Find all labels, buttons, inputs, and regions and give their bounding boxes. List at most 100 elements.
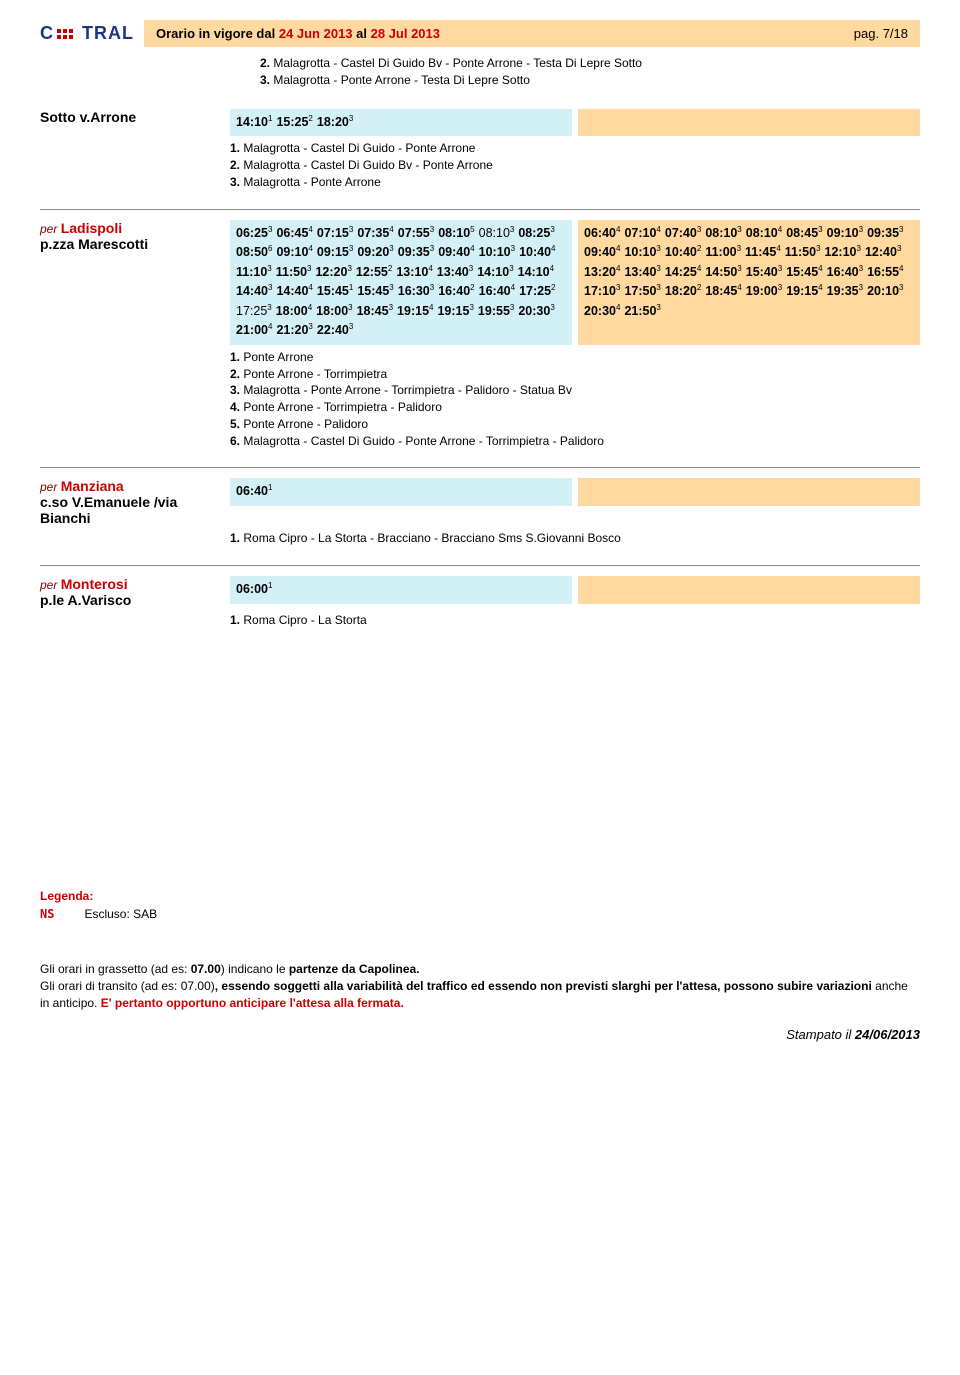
time-entry: 15:454 (786, 263, 822, 283)
time-entry: 06:454 (276, 224, 312, 244)
time-entry: 08:105 (438, 224, 474, 244)
note-line: 2. Malagrotta - Castel Di Guido Bv - Pon… (230, 157, 920, 174)
time-entry: 09:353 (867, 224, 903, 244)
logo: C TRAL (40, 23, 134, 44)
note-line: 6. Malagrotta - Castel Di Guido - Ponte … (230, 433, 920, 450)
time-entry: 16:303 (398, 282, 434, 302)
times-blue-manziana: 06:401 (230, 478, 572, 506)
time-entry: 18:203 (317, 113, 353, 133)
dest-ladispoli: Ladispoli (61, 220, 122, 236)
page-number: pag. 7/18 (854, 26, 908, 41)
dest-manziana: Manziana (61, 478, 124, 494)
logo-letters-tral: TRAL (82, 23, 134, 44)
times-orange-manziana (578, 478, 920, 506)
time-entry: 16:402 (438, 282, 474, 302)
time-entry: 18:003 (316, 302, 352, 322)
times-blue-ladispoli: 06:25306:45407:15307:35407:55308:10508:1… (230, 220, 572, 345)
note-line: 1. Ponte Arrone (230, 349, 920, 366)
time-entry: 21:203 (276, 321, 312, 341)
time-entry: 16:554 (867, 263, 903, 283)
time-entry: 11:103 (236, 263, 272, 283)
time-entry: 11:503 (785, 243, 821, 263)
time-entry: 20:304 (584, 302, 620, 322)
time-entry: 20:103 (867, 282, 903, 302)
time-entry: 15:451 (317, 282, 353, 302)
notes-manziana: 1. Roma Cipro - La Storta - Bracciano - … (230, 530, 920, 547)
time-entry: 16:404 (479, 282, 515, 302)
time-entry: 17:252 (519, 282, 555, 302)
time-entry: 06:001 (236, 580, 272, 600)
time-entry: 17:503 (624, 282, 660, 302)
time-entry: 17:103 (584, 282, 620, 302)
per-ladispoli: per (40, 222, 57, 236)
time-entry: 09:404 (584, 243, 620, 263)
time-entry: 15:453 (357, 282, 393, 302)
time-entry: 13:403 (437, 263, 473, 283)
time-entry: 13:104 (396, 263, 432, 283)
notes-sotto: 1. Malagrotta - Castel Di Guido - Ponte … (230, 140, 920, 190)
label-sotto-arrone: Sotto v.Arrone (40, 109, 136, 125)
note-line: 1. Roma Cipro - La Storta (230, 612, 920, 629)
time-entry: 18:454 (705, 282, 741, 302)
time-entry: 07:403 (665, 224, 701, 244)
sub-monterosi: p.le A.Varisco (40, 592, 131, 608)
legend-code: NS (40, 907, 54, 921)
title-text: Orario in vigore dal 24 Jun 2013 al 28 J… (156, 26, 440, 41)
note-line: 3. Malagrotta - Ponte Arrone - Torrimpie… (230, 382, 920, 399)
logo-letter-c: C (40, 23, 54, 44)
time-entry: 14:101 (236, 113, 272, 133)
time-entry: 09:103 (827, 224, 863, 244)
times-blue-sotto: 14:10115:25218:203 (230, 109, 572, 137)
section-manziana: per Manziana c.so V.Emanuele /via Bianch… (40, 467, 920, 547)
time-entry: 07:354 (357, 224, 393, 244)
header: C TRAL Orario in vigore dal 24 Jun 2013 … (40, 20, 920, 47)
time-entry: 09:353 (398, 243, 434, 263)
time-entry: 14:104 (518, 263, 554, 283)
time-entry: 18:004 (276, 302, 312, 322)
time-entry: 12:203 (315, 263, 351, 283)
time-entry: 18:453 (357, 302, 393, 322)
time-entry: 14:403 (236, 282, 272, 302)
time-entry: 19:153 (437, 302, 473, 322)
section-monterosi: per Monterosi p.le A.Varisco 06:001 1. R… (40, 565, 920, 629)
legend-desc: Escluso: SAB (84, 907, 157, 921)
footer: Gli orari in grassetto (ad es: 07.00) in… (40, 961, 920, 1045)
time-entry: 11:454 (745, 243, 781, 263)
per-manziana: per (40, 480, 57, 494)
time-entry: 08:103 (705, 224, 741, 244)
time-entry: 19:553 (478, 302, 514, 322)
route-line: 3. Malagrotta - Ponte Arrone - Testa Di … (260, 72, 920, 89)
time-entry: 17:253 (236, 302, 272, 322)
note-line: 4. Ponte Arrone - Torrimpietra - Palidor… (230, 399, 920, 416)
time-entry: 19:154 (786, 282, 822, 302)
time-entry: 19:003 (746, 282, 782, 302)
legend-title: Legenda: (40, 889, 920, 903)
time-entry: 21:503 (624, 302, 660, 322)
time-entry: 15:403 (746, 263, 782, 283)
time-entry: 08:103 (479, 224, 515, 244)
printed-date: Stampato il 24/06/2013 (40, 1026, 920, 1044)
time-entry: 08:104 (746, 224, 782, 244)
time-entry: 09:104 (276, 243, 312, 263)
notes-monterosi: 1. Roma Cipro - La Storta (230, 612, 920, 629)
section-ladispoli: per Ladispoli p.zza Marescotti 06:25306:… (40, 209, 920, 450)
time-entry: 20:303 (518, 302, 554, 322)
section-sotto-arrone: Sotto v.Arrone 14:10115:25218:203 1. Mal… (40, 109, 920, 191)
time-entry: 12:103 (825, 243, 861, 263)
top-route-list: 2. Malagrotta - Castel Di Guido Bv - Pon… (260, 55, 920, 89)
times-orange-sotto (578, 109, 920, 137)
time-entry: 13:204 (584, 263, 620, 283)
sub-manziana-2: Bianchi (40, 510, 91, 526)
logo-grid-icon (57, 29, 73, 39)
time-entry: 08:506 (236, 243, 272, 263)
time-entry: 08:253 (518, 224, 554, 244)
time-entry: 06:253 (236, 224, 272, 244)
time-entry: 16:403 (827, 263, 863, 283)
per-monterosi: per (40, 578, 57, 592)
time-entry: 15:252 (276, 113, 312, 133)
time-entry: 07:553 (398, 224, 434, 244)
times-blue-monterosi: 06:001 (230, 576, 572, 604)
time-entry: 21:004 (236, 321, 272, 341)
note-line: 1. Malagrotta - Castel Di Guido - Ponte … (230, 140, 920, 157)
sub-manziana-1: c.so V.Emanuele /via (40, 494, 177, 510)
